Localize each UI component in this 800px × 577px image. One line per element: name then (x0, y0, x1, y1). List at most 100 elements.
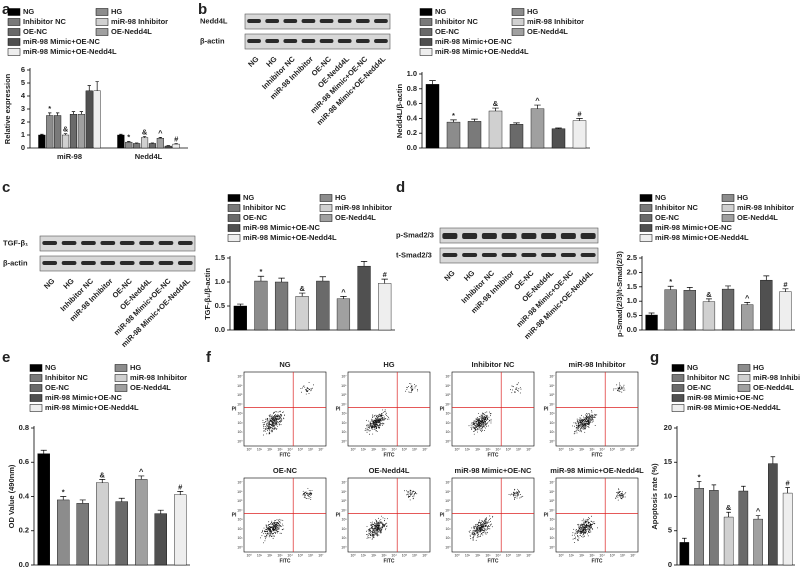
event-dot (518, 382, 520, 384)
event-dot (374, 425, 376, 427)
event-dot (589, 419, 591, 421)
bar (233, 305, 247, 331)
event-dot (590, 527, 592, 529)
legend-label: miR-98 Mimic+OE-Nedd4L (687, 403, 781, 412)
event-dot (485, 420, 487, 422)
event-dot (376, 530, 378, 532)
significance-marker: # (783, 280, 788, 289)
event-dot (275, 424, 277, 426)
event-dot (475, 534, 477, 536)
legend-label: OE-NC (687, 383, 712, 392)
event-dot (519, 497, 521, 499)
event-dot (273, 413, 275, 414)
event-dot (582, 531, 584, 533)
event-dot (268, 521, 270, 523)
y-axis-label: Apoptosis rate (%) (650, 463, 659, 530)
event-dot (271, 520, 273, 522)
error-bar (741, 485, 746, 492)
event-dot (379, 421, 381, 423)
bar (156, 138, 164, 149)
event-dot (592, 523, 593, 525)
event-dot (369, 530, 371, 532)
event-dot (380, 423, 381, 425)
event-dot (274, 531, 276, 533)
event-dot (372, 528, 374, 530)
event-dot (588, 422, 590, 424)
event-dot (585, 422, 587, 424)
y-tick-label: 0.0 (215, 325, 225, 334)
bar (530, 108, 545, 149)
legend-label: Inhibitor NC (655, 203, 698, 212)
event-dot (481, 423, 483, 425)
event-dot (262, 434, 264, 436)
event-dot (482, 418, 484, 420)
y-tick-label: 10¹ (341, 536, 347, 540)
y-tick-label: 10⁶ (237, 490, 243, 494)
y-tick-label: 10⁶ (445, 490, 451, 494)
event-dot (377, 528, 379, 530)
bar (779, 291, 792, 331)
event-dot (371, 426, 373, 428)
event-dot (589, 526, 591, 528)
event-dot (268, 428, 270, 430)
legend-label: miR-98 Inhibitor (737, 203, 794, 212)
event-dot (513, 493, 515, 495)
event-dot (582, 420, 584, 422)
event-dot (271, 416, 273, 418)
event-dot (487, 425, 489, 427)
event-dot (492, 515, 494, 517)
error-bar (450, 119, 457, 123)
event-dot (486, 422, 488, 424)
event-dot (520, 388, 522, 390)
event-dot (588, 413, 590, 415)
event-dot (284, 414, 285, 416)
error-bar (63, 133, 68, 135)
event-dot (582, 525, 584, 527)
event-dot (374, 424, 376, 426)
event-dot (477, 420, 479, 422)
event-dot (470, 426, 472, 428)
event-dot (277, 422, 279, 424)
event-dot (475, 418, 477, 420)
panel-letter: b (198, 1, 207, 18)
event-dot (479, 429, 481, 431)
event-dot (579, 421, 581, 423)
event-dot (591, 417, 592, 418)
y-tick-label: 10² (549, 527, 555, 531)
y-tick-label: 10⁴ (549, 402, 555, 406)
event-dot (478, 525, 480, 527)
event-dot (375, 430, 377, 431)
event-dot (585, 428, 586, 430)
legend-swatch (7, 28, 21, 36)
event-dot (586, 529, 588, 531)
event-dot (583, 533, 585, 535)
event-dot (376, 531, 377, 533)
event-dot (481, 414, 482, 416)
event-dot (411, 387, 412, 389)
event-dot (385, 418, 387, 420)
y-tick-label: 10³ (445, 412, 451, 416)
event-dot (380, 416, 382, 418)
event-dot (275, 423, 277, 425)
event-dot (480, 526, 482, 528)
event-dot (476, 525, 478, 527)
y-tick-label: 2.0 (627, 267, 637, 276)
event-dot (591, 421, 593, 423)
event-dot (614, 497, 616, 499)
event-dot (409, 495, 411, 497)
legend-label: NG (243, 193, 254, 202)
legend-swatch (95, 18, 109, 26)
event-dot (482, 520, 483, 522)
blot-strip (39, 235, 196, 252)
y-tick-label: 10¹ (445, 430, 451, 434)
legend-swatch (319, 204, 333, 212)
event-dot (588, 528, 590, 530)
event-dot (379, 425, 381, 427)
event-dot (282, 519, 284, 521)
event-dot (514, 498, 515, 500)
x-tick-label: 10³ (277, 447, 283, 451)
x-tick-label: 10⁶ (308, 447, 314, 451)
x-tick-label: 10² (475, 553, 481, 557)
lane-label: HG (61, 276, 75, 290)
blot-strip (439, 227, 599, 244)
